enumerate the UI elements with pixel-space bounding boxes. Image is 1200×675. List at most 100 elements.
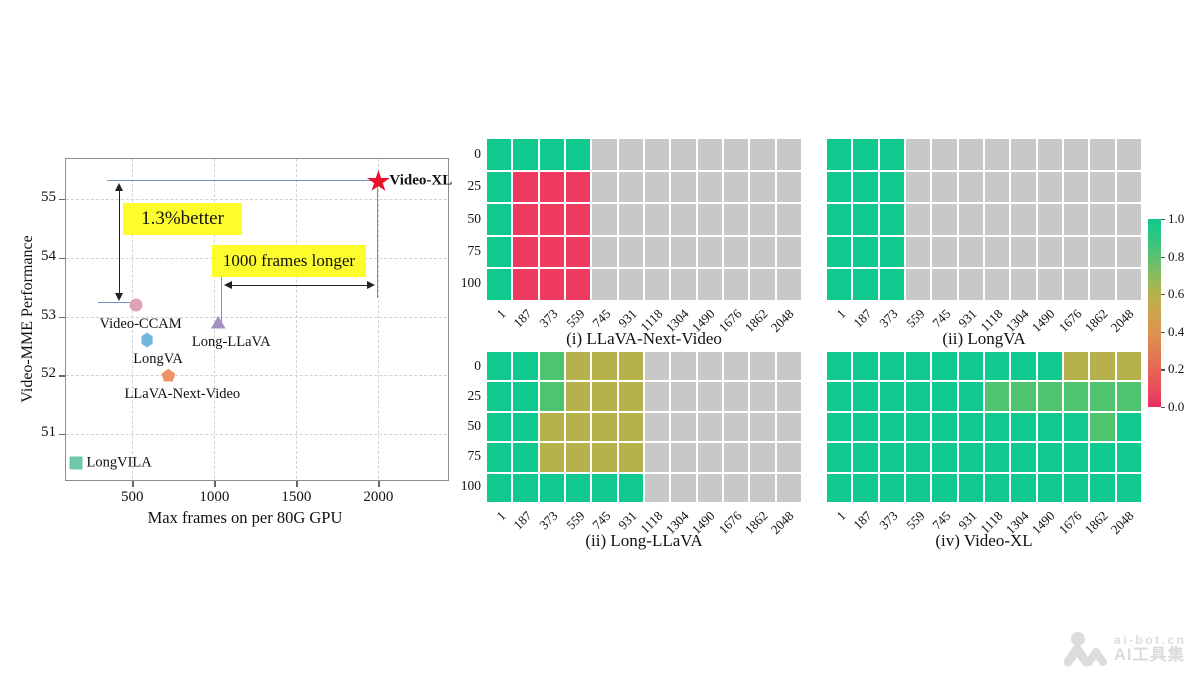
heatmap-cell	[1037, 204, 1062, 235]
heatmap-cell	[645, 382, 670, 411]
point-label-video-xl: Video-XL	[389, 172, 453, 189]
heatmap-cell	[827, 473, 852, 502]
annotation-better-box: 1.3%better	[123, 203, 242, 235]
heatmap-cell	[671, 139, 696, 170]
annotation-longer-box: 1000 frames longer	[212, 245, 366, 277]
point-video-ccam	[129, 298, 143, 312]
heatmap-cell	[932, 171, 957, 203]
heatmap-cell	[1011, 139, 1036, 170]
x-tick	[214, 481, 216, 487]
x-gridline	[132, 159, 134, 479]
x-gridline	[214, 159, 216, 479]
heatmap-grid	[827, 139, 1141, 300]
heatmap-cell	[513, 236, 538, 268]
heatmap-cell	[827, 352, 852, 381]
heatmap-cell	[750, 269, 775, 300]
heatmap-cell	[1064, 443, 1089, 472]
heatmap-cell	[776, 204, 801, 235]
heatmap-cell	[697, 412, 722, 442]
heatmap-long-llava: 1 187 373 559 745 931 1118 1304 1490 1676 1862 2048…	[461, 352, 801, 550]
heatmap-cell	[1116, 204, 1141, 235]
heatmap-y-tick-label: 75	[467, 448, 482, 463]
heatmap-cell	[827, 269, 852, 300]
heatmap-cell	[932, 204, 957, 235]
annotation-line-low	[98, 302, 136, 303]
heatmap-cell	[487, 139, 512, 170]
annotation-line-right	[377, 181, 378, 298]
heatmap-cell	[671, 269, 696, 300]
heatmap-cell	[750, 412, 775, 442]
heatmap-cell	[645, 139, 670, 170]
heatmap-cell	[1064, 412, 1089, 442]
heatmap-cell	[932, 382, 957, 411]
heatmap-cell	[566, 269, 591, 300]
heatmap-cell	[1064, 139, 1089, 170]
heatmap-cell	[776, 236, 801, 268]
heatmap-cell	[724, 443, 749, 472]
heatmap-cell	[985, 473, 1010, 502]
heatmap-cell	[487, 171, 512, 203]
heatmap-grid	[487, 139, 801, 300]
heatmap-cell	[1090, 204, 1115, 235]
watermark: ai-bot.cn AI工具集	[1064, 631, 1187, 667]
heatmap-cell	[776, 171, 801, 203]
heatmap-cell	[776, 352, 801, 381]
heatmap-cell	[1037, 443, 1062, 472]
heatmap-cell	[566, 236, 591, 268]
heatmap-cell	[1116, 352, 1141, 381]
heatmap-cell	[1037, 382, 1062, 411]
y-tick	[59, 257, 65, 260]
heatmap-cell	[853, 204, 878, 235]
heatmap-cell	[1064, 236, 1089, 268]
heatmap-cell	[1090, 171, 1115, 203]
arrow-line	[226, 284, 373, 286]
heatmap-cell	[906, 139, 931, 170]
heatmap-cell	[671, 473, 696, 502]
watermark-brand: ai-bot.cn	[1114, 633, 1187, 647]
heatmap-cell	[697, 204, 722, 235]
heatmap-grid	[827, 352, 1141, 502]
x-tick-label: 1000	[199, 489, 230, 505]
heatmap-cell	[906, 412, 931, 442]
heatmap-cell	[566, 352, 591, 381]
heatmap-cell	[592, 269, 617, 300]
heatmap-cell	[906, 473, 931, 502]
heatmap-cell	[592, 236, 617, 268]
heatmap-video-xl: 1 187 373 559 745 931 1118 1304 1490 1676 1862 2048…	[827, 352, 1141, 550]
heatmap-cell	[645, 204, 670, 235]
heatmap-cell	[985, 269, 1010, 300]
y-tick-label: 51	[41, 424, 56, 441]
watermark-name: AI工具集	[1114, 646, 1185, 664]
point-llava-next-video	[161, 368, 176, 382]
x-tick	[296, 481, 298, 487]
heatmap-cell	[1011, 236, 1036, 268]
heatmap-cell	[724, 412, 749, 442]
heatmap-cell	[697, 352, 722, 381]
heatmap-cell	[618, 171, 643, 203]
heatmap-cell	[750, 236, 775, 268]
heatmap-cell	[879, 139, 904, 170]
heatmap-cell	[827, 171, 852, 203]
colorbar-tick-label: 0.6	[1168, 286, 1185, 302]
heatmap-cell	[1064, 352, 1089, 381]
heatmap-cell	[958, 443, 983, 472]
heatmap-cell	[1037, 412, 1062, 442]
x-gridline	[296, 159, 298, 479]
heatmap-cell	[750, 473, 775, 502]
heatmap-cell	[618, 269, 643, 300]
heatmap-cell	[513, 412, 538, 442]
heatmap-cell	[1116, 412, 1141, 442]
heatmap-cell	[906, 171, 931, 203]
colorbar-tick	[1161, 331, 1165, 333]
heatmap-cell	[671, 412, 696, 442]
heatmap-cell	[776, 382, 801, 411]
heatmap-cell	[853, 382, 878, 411]
heatmap-cell	[1037, 352, 1062, 381]
heatmap-cell	[592, 443, 617, 472]
heatmap-cell	[1037, 139, 1062, 170]
heatmap-y-tick-label: 0	[474, 146, 481, 162]
heatmap-cell	[645, 171, 670, 203]
heatmap-cell	[1090, 443, 1115, 472]
heatmap-cell	[487, 412, 512, 442]
point-label-llava-next-video: LLaVA-Next-Video	[124, 386, 241, 403]
